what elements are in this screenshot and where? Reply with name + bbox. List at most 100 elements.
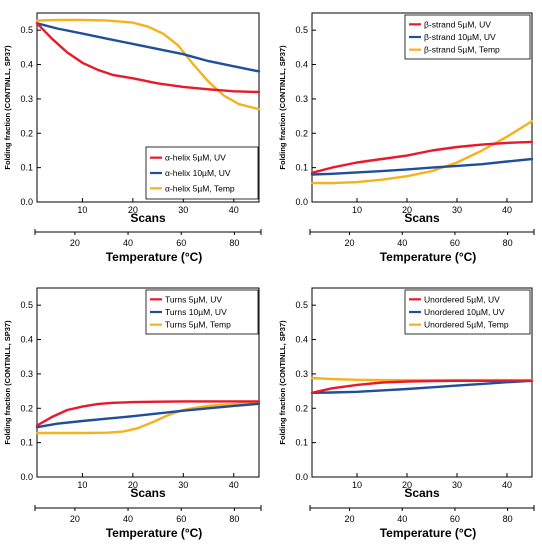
temperature-tick-label: 60 [176, 238, 186, 248]
x-tick-label: 10 [352, 205, 362, 215]
temperature-axis-title: Temperature (°C) [106, 250, 203, 264]
series-line-blue [310, 157, 534, 176]
x-tick-label: 10 [77, 205, 87, 215]
y-axis-title: Folding fraction (CONTINLL, SP37) [278, 45, 287, 170]
x-axis-title: Scans [404, 211, 440, 225]
x-tick-label: 40 [229, 480, 239, 490]
temperature-tick-label: 20 [345, 514, 355, 524]
y-tick-label: 0.3 [295, 94, 308, 104]
temperature-tick-label: 20 [345, 238, 355, 248]
x-tick-label: 20 [128, 480, 138, 490]
x-tick-label: 10 [352, 480, 362, 490]
series-line-orange [35, 401, 261, 435]
y-tick-label: 0.1 [295, 163, 308, 173]
legend-label: α-helix 5µM, UV [165, 153, 226, 163]
y-tick-label: 0.5 [295, 300, 308, 310]
legend-label: α-helix 10µM, UV [165, 168, 231, 178]
y-tick-label: 0.4 [20, 60, 33, 70]
legend-label: α-helix 5µM, Temp [165, 183, 235, 193]
series-line-red [35, 400, 261, 427]
chart-panel-1: 0.0 0.1 0.2 0.3 0.4 0.5 10 20 30 40 Folding fracti… [3, 12, 262, 264]
x-tick-label: 30 [452, 205, 462, 215]
y-tick-label: 0.3 [295, 369, 308, 379]
temperature-tick-label: 80 [229, 238, 239, 248]
y-tick-label: 0.5 [20, 25, 33, 35]
y-tick-label: 0.2 [295, 128, 308, 138]
legend-label: β-strand 5µM, UV [424, 19, 491, 29]
x-tick-label: 10 [77, 480, 87, 490]
y-tick-label: 0.2 [20, 403, 33, 413]
legend-label: Turns 5µM, Temp [165, 320, 231, 330]
legend-box [145, 289, 259, 335]
x-tick-label: 40 [502, 205, 512, 215]
y-tick-label: 0.1 [20, 163, 33, 173]
legend-box [404, 14, 531, 60]
y-tick-label: 0.2 [20, 128, 33, 138]
y-tick-label: 0.2 [295, 403, 308, 413]
legend-label: Turns 10µM, UV [165, 307, 227, 317]
y-tick-label: 0.3 [20, 369, 33, 379]
temperature-tick-label: 40 [397, 514, 407, 524]
y-tick-label: 0.1 [20, 438, 33, 448]
series-line-red [310, 140, 534, 174]
legend-box [145, 146, 259, 200]
x-tick-label: 30 [452, 480, 462, 490]
x-tick-label: 40 [502, 480, 512, 490]
chart-panel-4: 0.0 0.1 0.2 0.3 0.4 0.5 10 20 30 40 Folding fracti… [278, 287, 535, 540]
y-axis-title: Folding fraction (CONTINLL, SP37) [3, 45, 12, 170]
legend-label: β-strand 10µM, UV [424, 32, 496, 42]
x-tick-label: 40 [229, 205, 239, 215]
temperature-tick-label: 80 [503, 514, 513, 524]
series-line-blue [35, 402, 261, 429]
legend-label: Unordered 10µM, UV [424, 307, 505, 317]
y-tick-label: 0.0 [295, 197, 308, 207]
plot-frame [311, 287, 533, 478]
y-tick-label: 0.4 [295, 335, 308, 345]
plot-frame [311, 12, 533, 203]
x-tick-label: 20 [128, 205, 138, 215]
chart-panel-3: 0.0 0.1 0.2 0.3 0.4 0.5 10 20 30 40 Folding fracti… [3, 287, 262, 540]
x-axis-title: Scans [130, 486, 166, 500]
temperature-tick-label: 60 [450, 514, 460, 524]
temperature-tick-label: 80 [503, 238, 513, 248]
legend-label: Turns 5µM, UV [165, 294, 222, 304]
temperature-axis-title: Temperature (°C) [380, 526, 477, 540]
x-axis-title: Scans [130, 211, 166, 225]
temperature-tick-label: 40 [123, 514, 133, 524]
temperature-tick-label: 40 [123, 238, 133, 248]
y-tick-label: 0.3 [20, 94, 33, 104]
series-line-red [310, 379, 534, 394]
temperature-tick-label: 60 [176, 514, 186, 524]
x-tick-label: 20 [402, 205, 412, 215]
y-tick-label: 0.5 [295, 25, 308, 35]
y-tick-label: 0.5 [20, 300, 33, 310]
plot-frame [36, 287, 260, 478]
x-axis-title: Scans [404, 486, 440, 500]
legend-label: Unordered 5µM, UV [424, 294, 500, 304]
series-line-blue [310, 379, 534, 394]
y-tick-label: 0.0 [20, 472, 33, 482]
x-tick-label: 30 [178, 480, 188, 490]
series-line-orange [35, 18, 261, 111]
legend-label: Unordered 5µM, Temp [424, 320, 509, 330]
y-tick-label: 0.1 [295, 438, 308, 448]
temperature-axis-title: Temperature (°C) [106, 526, 203, 540]
series-line-blue [35, 22, 261, 73]
series-line-red [35, 22, 261, 94]
y-axis-title: Folding fraction (CONTINLL, SP37) [3, 320, 12, 445]
y-axis-title: Folding fraction (CONTINLL, SP37) [278, 320, 287, 445]
legend-label: β-strand 5µM, Temp [424, 45, 500, 55]
y-tick-label: 0.4 [20, 335, 33, 345]
temperature-tick-label: 20 [70, 514, 80, 524]
temperature-tick-label: 80 [229, 514, 239, 524]
x-tick-label: 20 [402, 480, 412, 490]
y-tick-label: 0.0 [295, 472, 308, 482]
chart-panel-2: 0.0 0.1 0.2 0.3 0.4 0.5 10 20 30 40 Folding fracti… [278, 12, 535, 264]
temperature-axis-title: Temperature (°C) [380, 250, 477, 264]
temperature-tick-label: 60 [450, 238, 460, 248]
legend-box [404, 289, 531, 335]
x-tick-label: 30 [178, 205, 188, 215]
temperature-tick-label: 20 [70, 238, 80, 248]
